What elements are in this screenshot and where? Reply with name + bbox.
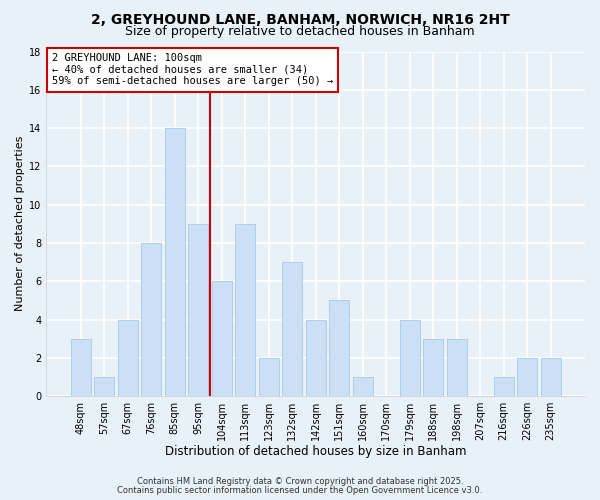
Bar <box>165 128 185 396</box>
Bar <box>541 358 560 396</box>
Bar <box>94 377 115 396</box>
Bar <box>517 358 537 396</box>
Text: Contains public sector information licensed under the Open Government Licence v3: Contains public sector information licen… <box>118 486 482 495</box>
Bar <box>446 338 467 396</box>
Text: 2 GREYHOUND LANE: 100sqm
← 40% of detached houses are smaller (34)
59% of semi-d: 2 GREYHOUND LANE: 100sqm ← 40% of detach… <box>52 53 333 86</box>
X-axis label: Distribution of detached houses by size in Banham: Distribution of detached houses by size … <box>165 444 466 458</box>
Bar <box>259 358 279 396</box>
Bar <box>423 338 443 396</box>
Bar <box>353 377 373 396</box>
Bar <box>494 377 514 396</box>
Y-axis label: Number of detached properties: Number of detached properties <box>15 136 25 312</box>
Bar <box>188 224 208 396</box>
Text: Contains HM Land Registry data © Crown copyright and database right 2025.: Contains HM Land Registry data © Crown c… <box>137 477 463 486</box>
Bar <box>282 262 302 396</box>
Text: Size of property relative to detached houses in Banham: Size of property relative to detached ho… <box>125 25 475 38</box>
Bar <box>329 300 349 396</box>
Bar <box>212 281 232 396</box>
Bar <box>306 320 326 396</box>
Text: 2, GREYHOUND LANE, BANHAM, NORWICH, NR16 2HT: 2, GREYHOUND LANE, BANHAM, NORWICH, NR16… <box>91 12 509 26</box>
Bar <box>235 224 255 396</box>
Bar <box>118 320 138 396</box>
Bar <box>142 243 161 396</box>
Bar <box>400 320 419 396</box>
Bar <box>71 338 91 396</box>
